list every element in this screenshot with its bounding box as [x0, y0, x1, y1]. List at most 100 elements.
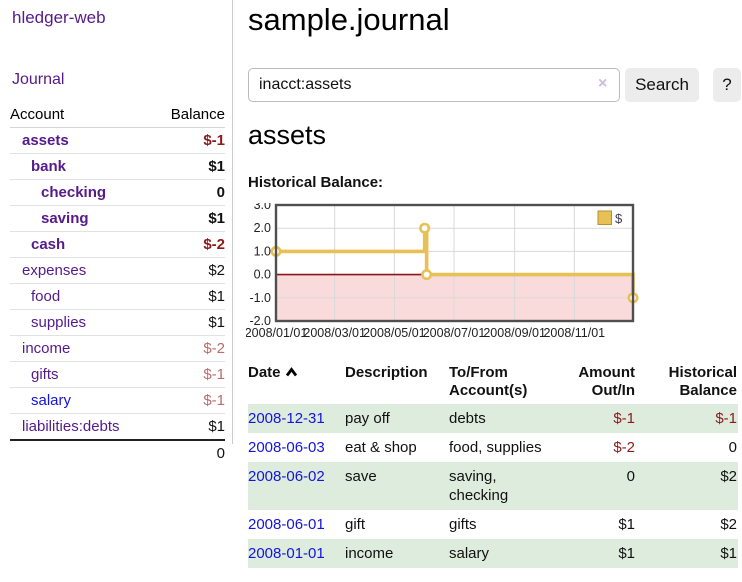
account-balance: $-1: [153, 387, 225, 414]
transaction-amount: $1: [618, 545, 635, 562]
account-row-salary: salary $-1: [10, 387, 225, 414]
sidebar: hledger-web Journal Account Balance asse…: [0, 0, 233, 462]
register-header-accounts: To/From Account(s): [449, 364, 528, 399]
transaction-accounts: food, supplies: [449, 439, 542, 456]
clear-search-icon[interactable]: ×: [598, 75, 608, 92]
accounts-header-balance: Balance: [153, 101, 225, 128]
transaction-amount: $-1: [613, 410, 635, 427]
account-row-checking: checking 0: [10, 179, 225, 206]
transaction-date-link[interactable]: 2008-01-01: [248, 545, 325, 562]
transaction-description: income: [345, 545, 394, 562]
transaction-description: pay off: [345, 410, 390, 427]
account-row-liabilities-debts: liabilities:debts $1: [10, 413, 225, 441]
svg-text:2008/03/01: 2008/03/01: [303, 326, 366, 340]
svg-text:-2.0: -2.0: [249, 314, 271, 328]
svg-text:2008/01/01: 2008/01/01: [246, 326, 307, 340]
sidebar-item-journal[interactable]: Journal: [12, 71, 65, 88]
account-balance: 0: [153, 179, 225, 206]
account-balance: $1: [153, 283, 225, 310]
account-balance: $1: [153, 205, 225, 232]
account-row-supplies: supplies $1: [10, 309, 225, 336]
transaction-description: save: [345, 468, 377, 485]
help-button[interactable]: ?: [713, 68, 741, 102]
account-balance: $-2: [153, 231, 225, 258]
transaction-balance: $2: [720, 516, 737, 533]
account-link-saving[interactable]: saving: [41, 210, 89, 227]
account-balance: $1: [153, 153, 225, 180]
account-link-supplies[interactable]: supplies: [31, 314, 87, 331]
chart-title: Historical Balance:: [248, 174, 384, 191]
transaction-balance: 0: [728, 439, 737, 456]
transaction-amount: 0: [626, 468, 635, 485]
transaction-date-link[interactable]: 2008-06-03: [248, 439, 325, 456]
accounts-total-row: 0: [10, 440, 225, 466]
account-link-checking[interactable]: checking: [41, 184, 107, 201]
svg-text:2008/07/01: 2008/07/01: [423, 326, 486, 340]
search-button[interactable]: Search: [625, 68, 699, 102]
transaction-date-link[interactable]: 2008-06-01: [248, 516, 325, 533]
account-link-income[interactable]: income: [22, 340, 71, 357]
transaction-amount: $-2: [613, 439, 635, 456]
transaction-date-link[interactable]: 2008-06-02: [248, 468, 325, 485]
transaction-balance: $-1: [715, 410, 737, 427]
account-row-gifts: gifts $-1: [10, 361, 225, 388]
transaction-description: gift: [345, 516, 366, 533]
svg-text:3.0: 3.0: [254, 203, 271, 212]
register-row: 2008-06-03 eat & shop food, supplies $-2…: [248, 433, 738, 462]
transaction-balance: $1: [720, 545, 737, 562]
svg-text:2008/05/01: 2008/05/01: [363, 326, 426, 340]
accounts-header-account: Account: [10, 101, 154, 128]
account-row-cash: cash $-2: [10, 231, 225, 258]
account-row-saving: saving $1: [10, 205, 225, 232]
register-row: 2008-06-01 gift gifts $1 $2: [248, 510, 738, 539]
register-header-date[interactable]: Date: [248, 360, 345, 404]
register-row: 2008-06-02 save saving, checking 0 $2: [248, 462, 738, 510]
transaction-description: eat & shop: [345, 439, 417, 456]
transaction-accounts: gifts: [449, 516, 477, 533]
register-table: Date Description To/From Account(s) Amou…: [248, 360, 738, 568]
svg-text:1.0: 1.0: [254, 244, 271, 258]
account-link-cash[interactable]: cash: [31, 236, 66, 253]
account-balance: $1: [153, 413, 225, 441]
account-link-assets[interactable]: assets: [22, 132, 69, 149]
transaction-date-link[interactable]: 2008-12-31: [248, 410, 325, 427]
svg-text:2008/09/01: 2008/09/01: [483, 326, 546, 340]
account-link-expenses[interactable]: expenses: [22, 262, 87, 279]
account-balance: $-2: [153, 335, 225, 362]
account-link-salary[interactable]: salary: [31, 392, 72, 409]
transaction-amount: $1: [618, 516, 635, 533]
app-brand-link[interactable]: hledger-web: [12, 8, 106, 27]
account-link-food[interactable]: food: [31, 288, 61, 305]
account-row-food: food $1: [10, 283, 225, 310]
account-balance: $-1: [153, 361, 225, 388]
register-header-description: Description: [345, 364, 428, 381]
transaction-accounts: debts: [449, 410, 486, 427]
svg-text:-1.0: -1.0: [249, 291, 271, 305]
svg-text:2.0: 2.0: [254, 221, 271, 235]
account-link-bank[interactable]: bank: [31, 158, 67, 175]
svg-text:$: $: [615, 211, 623, 226]
search-input[interactable]: [248, 68, 620, 102]
register-header-amount: Amount Out/In: [578, 364, 635, 399]
page-title: sample.journal: [248, 2, 450, 37]
account-link-gifts[interactable]: gifts: [31, 366, 59, 383]
register-row: 2008-12-31 pay off debts $-1 $-1: [248, 404, 738, 433]
accounts-total-value: 0: [216, 445, 225, 462]
register-header-row: Date Description To/From Account(s) Amou…: [248, 360, 738, 404]
register-row: 2008-01-01 income salary $1 $1: [248, 539, 738, 568]
account-balance: $2: [153, 257, 225, 284]
account-row-income: income $-2: [10, 335, 225, 362]
svg-text:2008/11/01: 2008/11/01: [543, 326, 605, 340]
register-header-balance: Historical Balance: [668, 364, 737, 399]
sort-ascending-icon: [285, 364, 298, 382]
transaction-accounts: salary: [449, 545, 490, 562]
account-balance: $1: [153, 309, 225, 336]
search-bar: × Search ?: [248, 68, 742, 102]
transaction-balance: $2: [720, 468, 737, 485]
transaction-accounts: saving, checking: [449, 468, 509, 504]
accounts-table: Account Balance assets $-1 bank $1 check…: [10, 101, 225, 466]
accounts-header-row: Account Balance: [10, 101, 225, 128]
account-row-expenses: expenses $2: [10, 257, 225, 284]
account-row-bank: bank $1: [10, 153, 225, 180]
account-link-liabilities-debts[interactable]: liabilities:debts: [22, 418, 120, 435]
